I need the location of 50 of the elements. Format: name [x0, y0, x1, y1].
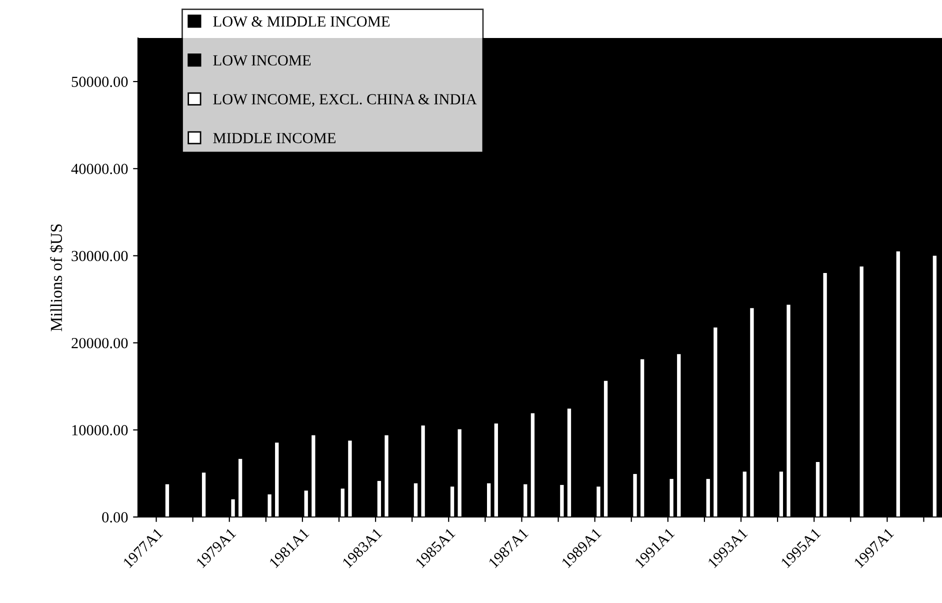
bar	[340, 488, 344, 517]
bar	[786, 304, 790, 517]
y-tick-label: 30000.00	[72, 250, 128, 262]
legend-label: MIDDLE INCOME	[213, 132, 336, 144]
bar	[706, 478, 710, 517]
bar	[567, 408, 572, 517]
bar	[458, 429, 462, 517]
bar	[238, 458, 242, 517]
y-tick-label: 20000.00	[72, 338, 128, 348]
legend-label: LOW & MIDDLE INCOME	[213, 16, 390, 27]
bar	[604, 380, 608, 517]
y-axis-title: Millions of $US	[50, 224, 64, 332]
bar	[377, 480, 382, 517]
y-tick-label: 40000.00	[71, 164, 128, 174]
bar	[304, 490, 308, 517]
bar	[231, 499, 235, 517]
bar	[450, 486, 454, 517]
bar	[596, 486, 600, 517]
bar	[414, 483, 418, 517]
bar	[779, 472, 784, 517]
bar	[816, 462, 820, 517]
bar	[742, 472, 746, 517]
bar	[348, 440, 352, 517]
bar	[312, 435, 316, 517]
bar	[560, 484, 564, 517]
y-tick-label: 10000.00	[72, 425, 128, 436]
legend-label: LOW INCOME	[213, 55, 311, 66]
bar	[750, 308, 754, 517]
bar	[823, 273, 827, 517]
bar	[932, 256, 937, 517]
bar	[275, 442, 279, 517]
bar	[165, 484, 170, 517]
bar	[384, 435, 388, 517]
bar	[268, 494, 272, 517]
bar	[524, 484, 528, 517]
legend-label: LOW INCOME, EXCL. CHINA & INDIA	[213, 94, 477, 107]
y-tick-label: 0.00	[102, 512, 128, 523]
y-tick-label: 50000.00	[72, 76, 128, 88]
bar	[421, 426, 425, 517]
bar	[670, 478, 674, 517]
bar	[494, 424, 498, 517]
bar	[487, 483, 491, 517]
bar	[633, 474, 637, 517]
bar	[860, 266, 864, 517]
bar	[202, 472, 206, 517]
bar	[530, 413, 535, 517]
bar	[714, 327, 718, 517]
bar	[640, 359, 644, 517]
bar	[677, 354, 681, 517]
bar	[896, 251, 900, 517]
